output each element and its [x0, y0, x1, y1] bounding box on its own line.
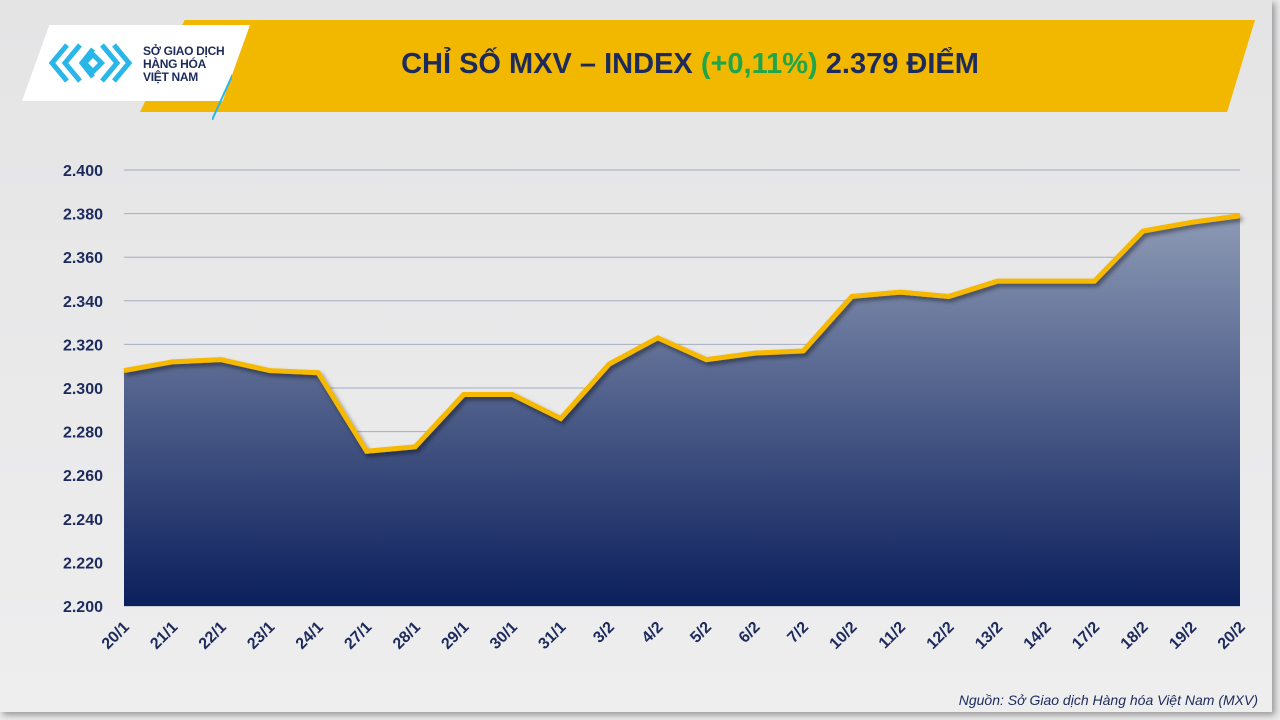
y-tick-label: 2.260 — [63, 468, 103, 485]
x-tick-label: 27/1 — [341, 619, 375, 653]
x-tick-label: 18/2 — [1118, 619, 1152, 653]
y-tick-label: 2.380 — [63, 207, 103, 224]
x-tick-label: 11/2 — [876, 619, 909, 652]
x-tick-label: 21/1 — [147, 619, 181, 653]
x-tick-label: 29/1 — [438, 619, 472, 653]
logo-text: SỞ GIAO DỊCH HÀNG HÓA VIỆT NAM — [143, 44, 225, 84]
title-text: CHỈ SỐ MXV – INDEX — [401, 48, 693, 80]
logo-line: SỞ GIAO DỊCH — [143, 44, 225, 58]
x-tick-label: 6/2 — [736, 619, 764, 647]
x-tick-label: 14/2 — [1021, 619, 1055, 653]
x-tick-label: 7/2 — [784, 619, 812, 647]
title-change: (+0,11%) — [700, 48, 818, 80]
x-tick-label: 17/2 — [1069, 619, 1103, 653]
x-tick-label: 20/1 — [99, 619, 133, 653]
logo-line: VIỆT NAM — [143, 70, 198, 84]
source-note: Nguồn: Sở Giao dịch Hàng hóa Việt Nam (M… — [958, 692, 1258, 708]
area-fill — [124, 215, 1240, 606]
x-tick-label: 23/1 — [244, 619, 278, 653]
chart-title: CHỈ SỐ MXV – INDEX (+0,11%) 2.379 ĐIỂM — [0, 48, 1280, 81]
x-tick-label: 30/1 — [487, 619, 521, 653]
x-tick-label: 31/1 — [535, 619, 569, 653]
y-tick-label: 2.300 — [63, 381, 103, 398]
x-tick-label: 19/2 — [1166, 619, 1200, 653]
x-tick-label: 28/1 — [390, 619, 424, 653]
y-tick-label: 2.340 — [63, 294, 103, 311]
y-tick-label: 2.280 — [63, 425, 103, 442]
x-tick-label: 3/2 — [590, 619, 618, 647]
y-tick-label: 2.360 — [63, 250, 103, 267]
logo-accent-lines — [212, 73, 232, 120]
y-tick-label: 2.320 — [63, 337, 103, 354]
title-value: 2.379 ĐIỂM — [825, 48, 979, 80]
title-banner — [140, 20, 1255, 112]
y-tick-label: 2.400 — [63, 163, 103, 180]
series-line — [123, 213, 1241, 454]
x-tick-label: 20/2 — [1215, 619, 1249, 653]
mxv-logo — [22, 25, 250, 101]
x-tick-label: 13/2 — [972, 619, 1006, 653]
mxv-logo-mark-icon — [48, 43, 133, 83]
logo-line: HÀNG HÓA — [143, 57, 206, 71]
x-tick-label: 4/2 — [639, 619, 667, 647]
x-tick-label: 22/1 — [196, 619, 230, 653]
y-tick-label: 2.220 — [63, 555, 103, 572]
y-tick-label: 2.200 — [63, 599, 103, 616]
x-tick-label: 12/2 — [924, 619, 958, 653]
y-tick-label: 2.240 — [63, 512, 103, 529]
x-tick-label: 24/1 — [293, 619, 327, 653]
x-tick-label: 10/2 — [827, 619, 861, 653]
x-tick-label: 5/2 — [687, 619, 715, 647]
